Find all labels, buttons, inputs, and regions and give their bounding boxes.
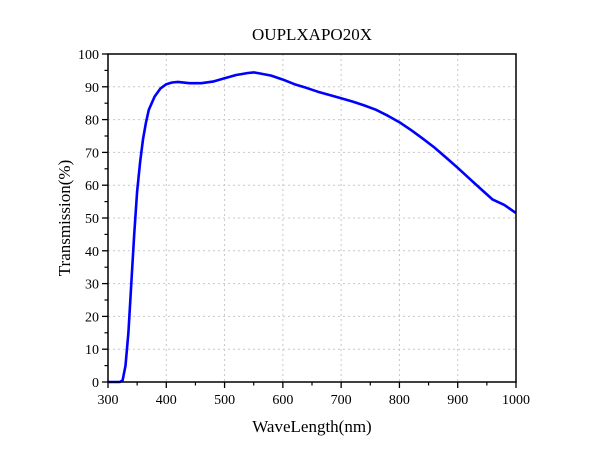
x-tick-label: 400 <box>156 393 177 408</box>
y-tick-label: 100 <box>78 48 99 63</box>
x-tick-label: 700 <box>331 393 352 408</box>
y-tick-label: 30 <box>85 278 99 293</box>
y-tick-label: 10 <box>85 343 99 358</box>
x-tick-label: 600 <box>272 393 293 408</box>
x-tick-label: 800 <box>389 393 410 408</box>
y-tick-label: 40 <box>85 245 99 260</box>
x-tick-label: 1000 <box>502 393 530 408</box>
plot-frame <box>107 53 517 383</box>
transmission-line <box>108 71 517 384</box>
y-tick-label: 80 <box>85 114 99 129</box>
y-axis-label: Transmission(%) <box>55 160 74 277</box>
x-tick-label: 300 <box>98 393 119 408</box>
x-axis-label: WaveLength(nm) <box>252 417 371 436</box>
y-tick-label: 90 <box>85 81 99 96</box>
y-tick-label: 50 <box>85 212 99 227</box>
y-tick-label: 70 <box>85 146 99 161</box>
y-tick-label: 20 <box>85 310 99 325</box>
y-tick-label: 0 <box>92 376 99 391</box>
x-tick-label: 500 <box>214 393 235 408</box>
axis-ticks: 300 400 500 600 700 800 900 1000 0 10 20 30 40 50 60 70… <box>78 48 530 408</box>
chart-title: OUPLXAPO20X <box>252 25 372 44</box>
gridlines <box>108 54 516 382</box>
x-tick-label: 900 <box>447 393 468 408</box>
y-tick-label: 60 <box>85 179 99 194</box>
